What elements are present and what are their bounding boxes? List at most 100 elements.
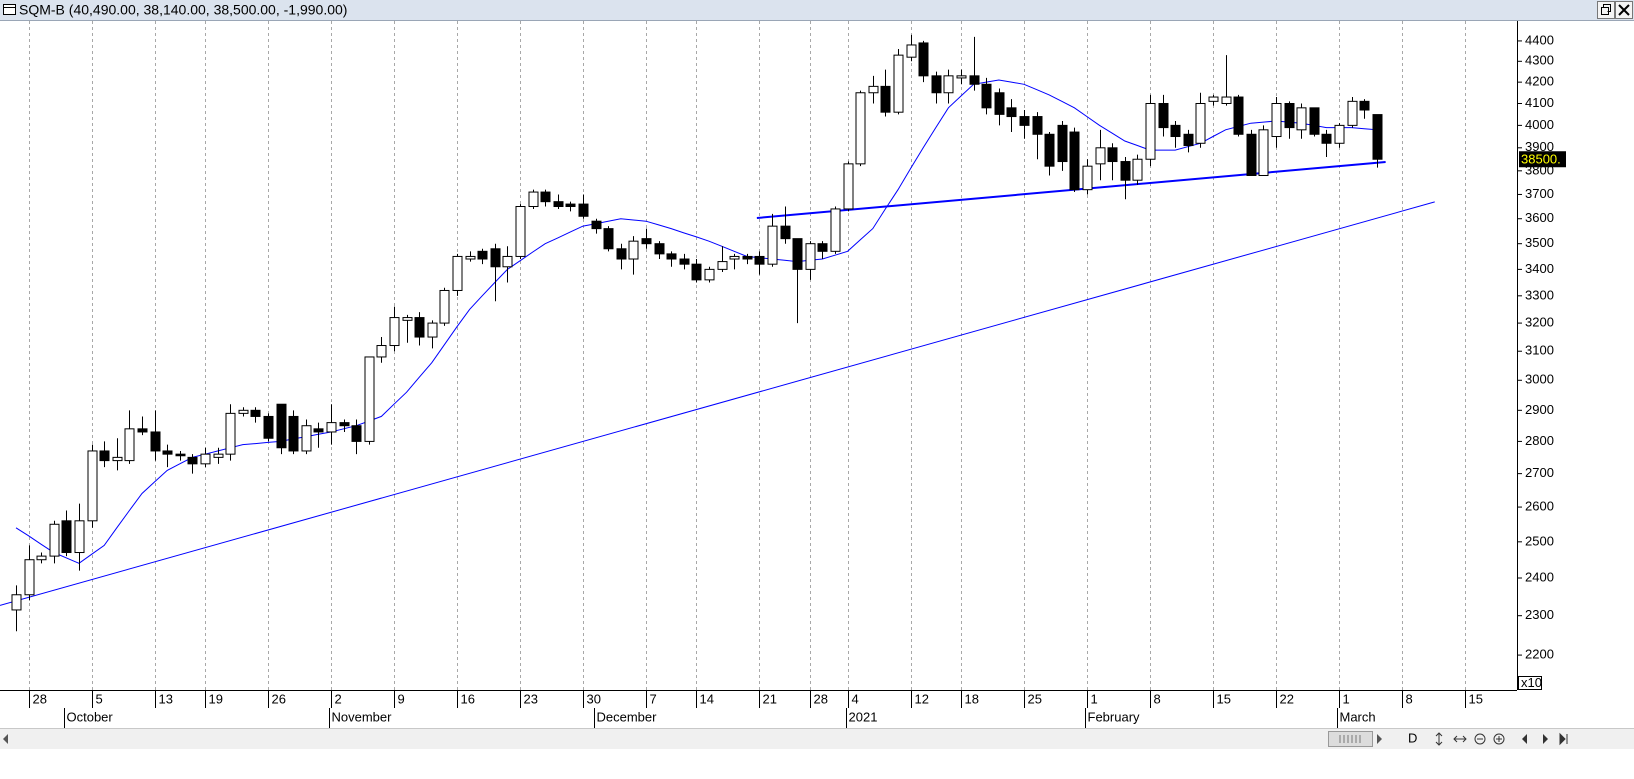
candle-body: [1334, 124, 1345, 144]
candle-body: [389, 317, 400, 347]
scale-label: x10: [1521, 675, 1542, 690]
x-tick-label: 8: [1406, 691, 1413, 706]
candle-body: [376, 345, 387, 358]
toolbar-end[interactable]: [1559, 732, 1568, 746]
candle-body: [364, 356, 375, 442]
candle-body: [1296, 107, 1307, 131]
candle-body: [276, 403, 287, 449]
candle-body: [717, 261, 728, 270]
restore-button[interactable]: [1597, 1, 1615, 19]
candle-body: [465, 255, 476, 260]
candle-body: [855, 92, 866, 165]
close-icon: [1618, 4, 1630, 16]
restore-icon-back: [1603, 4, 1611, 12]
x-tick-label: 13: [159, 691, 173, 706]
candle-body: [1271, 102, 1282, 138]
x-tick-label: 30: [587, 691, 601, 706]
toolbar-zoom-in-plus: [1496, 736, 1502, 742]
candle-body: [11, 594, 22, 611]
candle-body: [893, 54, 904, 113]
candle-body: [490, 248, 501, 268]
toolbar-zoom-out[interactable]: [1474, 733, 1486, 745]
y-tick-label: 2900: [1525, 402, 1554, 417]
scroll-left-arrow[interactable]: [3, 734, 8, 744]
toolbar-vertical-zoom[interactable]: [1435, 732, 1443, 746]
candle-body: [225, 412, 236, 455]
grid-layer: [29, 21, 1466, 690]
candle-body: [301, 425, 312, 452]
candle-body: [1095, 147, 1106, 165]
candle-body: [99, 450, 110, 462]
candle-body: [528, 191, 539, 208]
candle-body: [162, 450, 173, 455]
candle-body: [1347, 100, 1358, 126]
candle-body: [1359, 100, 1370, 111]
candle-body: [87, 450, 98, 522]
candle-body: [49, 523, 60, 557]
candle-body: [1120, 161, 1131, 181]
candle-body: [1208, 96, 1219, 102]
candle-body: [641, 238, 652, 245]
candle-body: [666, 253, 677, 260]
candle-body: [729, 255, 740, 260]
toolbar-label[interactable]: D: [1408, 730, 1417, 745]
x-tick-label: 19: [209, 691, 223, 706]
candle-body: [1057, 124, 1068, 163]
y-tick-label: 3300: [1525, 287, 1554, 302]
candle-body: [112, 456, 123, 462]
x-tick-label: 25: [1028, 691, 1042, 706]
candle-body: [1158, 102, 1169, 129]
month-label: December: [597, 709, 658, 724]
scroll-thumb[interactable]: [1328, 731, 1373, 747]
y-tick-label: 3100: [1525, 343, 1554, 358]
candle-body: [1284, 102, 1295, 129]
plot-area: [0, 34, 1435, 632]
candle-body: [553, 201, 564, 208]
toolbar-horizontal-zoom[interactable]: [1453, 735, 1467, 743]
candle-body: [994, 92, 1005, 115]
x-tick-label: 15: [1217, 691, 1231, 706]
candle-body: [1170, 124, 1181, 138]
y-tick-label: 3400: [1525, 261, 1554, 276]
month-label: October: [67, 709, 114, 724]
candle-body: [1221, 96, 1232, 104]
y-tick-label: 3200: [1525, 315, 1554, 330]
candle-body: [452, 255, 463, 291]
scroll-right-arrow[interactable]: [1377, 734, 1382, 744]
candle-body: [565, 203, 576, 208]
toolbar-forward[interactable]: [1543, 734, 1548, 744]
axes-layer: 2200 2300 2400 2500 2600 2700 2800 2900 3000 3100…: [29, 32, 1566, 728]
candle-body: [1082, 165, 1093, 191]
y-tick-label: 2600: [1525, 499, 1554, 514]
candle-body: [1019, 116, 1030, 126]
candle-body: [1132, 158, 1143, 181]
candle-body: [137, 428, 148, 433]
candle-body: [943, 75, 954, 94]
last-price-box: [1519, 151, 1566, 168]
close-button[interactable]: [1615, 1, 1633, 19]
candle-body: [339, 422, 350, 427]
last-price-label: 38500.: [1521, 152, 1561, 167]
toolbar-zoom-in[interactable]: [1493, 733, 1505, 745]
candle-body: [1321, 133, 1332, 144]
candle-body: [402, 317, 413, 321]
month-label: 2021: [849, 709, 878, 724]
y-tick-label: 2300: [1525, 607, 1554, 622]
candle-body: [780, 225, 791, 240]
toolbar-back[interactable]: [1522, 734, 1527, 744]
y-tick-label: 2500: [1525, 533, 1554, 548]
candle-body: [1233, 96, 1244, 135]
candle-body: [817, 243, 828, 252]
x-tick-label: 9: [398, 691, 405, 706]
x-tick-label: 5: [96, 691, 103, 706]
candle-body: [502, 255, 513, 268]
y-tick-label: 2800: [1525, 433, 1554, 448]
candle-body: [150, 431, 161, 452]
candle-body: [742, 255, 753, 260]
x-tick-label: 12: [915, 691, 929, 706]
x-tick-label: 2: [335, 691, 342, 706]
candle-body: [1032, 116, 1043, 135]
candle-body: [969, 75, 980, 85]
candle-body: [830, 208, 841, 252]
